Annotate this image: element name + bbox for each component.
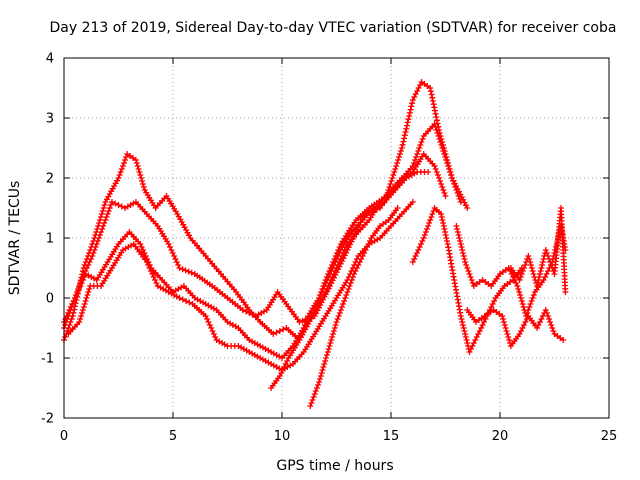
y-tick-label: 1 [46,232,54,247]
y-tick-label: 4 [46,52,54,67]
series-arc-6 [307,205,401,409]
y-tick-label: 2 [46,172,54,187]
data-series [61,79,569,409]
plot-frame [63,57,610,419]
series-markers [409,205,525,355]
chart-title: Day 213 of 2019, Sidereal Day-to-day VTE… [50,20,617,36]
y-tick-label: -2 [41,412,54,427]
series-markers [61,121,471,331]
series-line [270,171,429,389]
series-markers [268,169,432,391]
x-tick-label: 15 [383,429,400,444]
y-axis-label: SDTVAR / TECUs [7,181,23,296]
series-markers [464,307,567,349]
y-tick-label: 0 [46,292,54,307]
series-markers [307,205,401,409]
series-markers [507,205,569,295]
x-axis-label: GPS time / hours [276,458,393,474]
grid-lines [64,58,609,418]
series-arc-3 [61,151,449,361]
y-tick-label: 3 [46,112,54,127]
x-tick-label: 10 [274,429,291,444]
series-arc-9 [464,307,567,349]
x-tick-label: 25 [601,429,618,444]
series-arc-7 [409,205,525,355]
y-tick-label: -1 [41,352,54,367]
series-arc-5 [268,169,432,391]
x-tick-label: 0 [60,429,68,444]
x-tick-label: 20 [492,429,509,444]
x-tick-label: 5 [169,429,177,444]
series-arc-10 [507,205,569,295]
series-arc-1 [61,121,471,331]
